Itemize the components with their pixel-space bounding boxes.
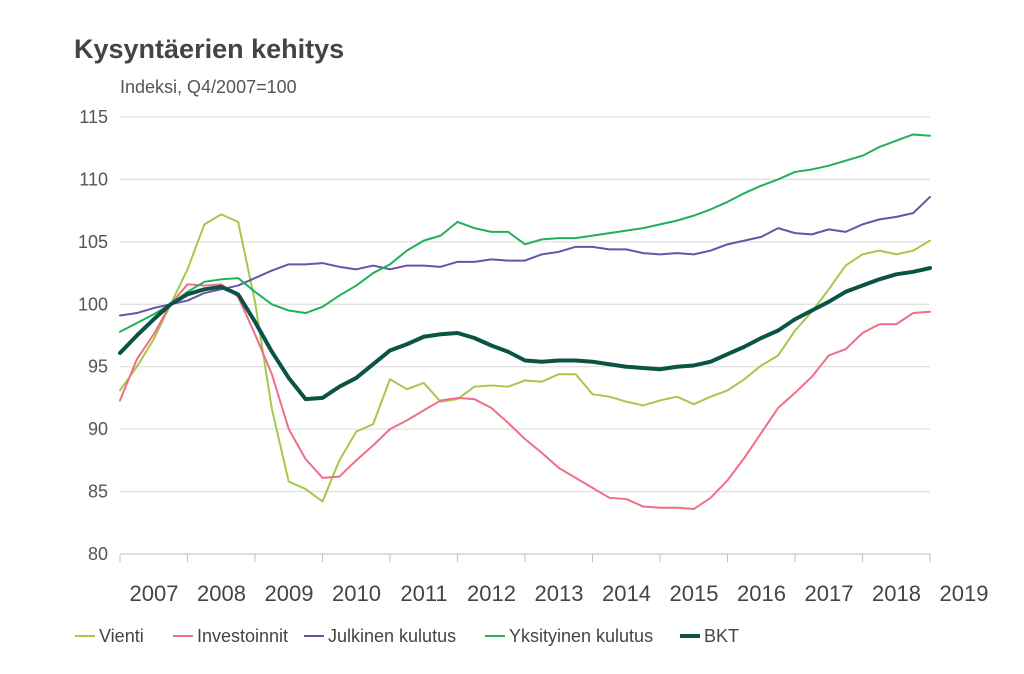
x-tick-label: 2019 xyxy=(940,581,989,606)
x-tick-label: 2008 xyxy=(197,581,246,606)
legend: Vienti Investoinnit Julkinen kulutus Yksity… xyxy=(75,626,739,646)
x-tick-label: 2010 xyxy=(332,581,381,606)
legend-label: Investoinnit xyxy=(197,626,288,646)
y-tick-label: 90 xyxy=(88,419,108,439)
x-tick-label: 2012 xyxy=(467,581,516,606)
y-tick-label: 85 xyxy=(88,482,108,502)
series-line-3 xyxy=(119,133,931,333)
y-tick-label: 95 xyxy=(88,357,108,377)
x-tick-label: 2017 xyxy=(805,581,854,606)
series-line-4 xyxy=(118,266,932,402)
x-tick-label: 2013 xyxy=(535,581,584,606)
legend-label: Vienti xyxy=(99,626,144,646)
legend-label: Yksityinen kulutus xyxy=(509,626,653,646)
series-line-1 xyxy=(119,283,931,511)
x-tick-label: 2009 xyxy=(265,581,314,606)
y-tick-label: 115 xyxy=(79,107,108,127)
x-tick-label: 2011 xyxy=(400,581,447,606)
chart-subtitle: Indeksi, Q4/2007=100 xyxy=(120,77,297,97)
axis-layer: 80 85 90 95 100 105 110 115 2007 2008 2009 2010 2011… xyxy=(78,107,989,606)
series-line-2 xyxy=(119,195,931,317)
y-tick-label: 110 xyxy=(79,169,108,189)
legend-label: Julkinen kulutus xyxy=(328,626,456,646)
x-tick-label: 2018 xyxy=(872,581,921,606)
y-tick-label: 105 xyxy=(78,232,108,252)
legend-label: BKT xyxy=(704,626,739,646)
y-tick-label: 80 xyxy=(88,544,108,564)
series-line-0 xyxy=(119,213,931,503)
x-tick-label: 2015 xyxy=(670,581,719,606)
y-tick-label: 100 xyxy=(78,294,108,314)
series-layer xyxy=(118,133,932,511)
x-tick-label: 2007 xyxy=(130,581,179,606)
x-tick-label: 2016 xyxy=(737,581,786,606)
grid-layer xyxy=(120,116,930,555)
chart-title: Kysyntäerien kehitys xyxy=(74,34,345,64)
x-tick-label: 2014 xyxy=(602,581,651,606)
